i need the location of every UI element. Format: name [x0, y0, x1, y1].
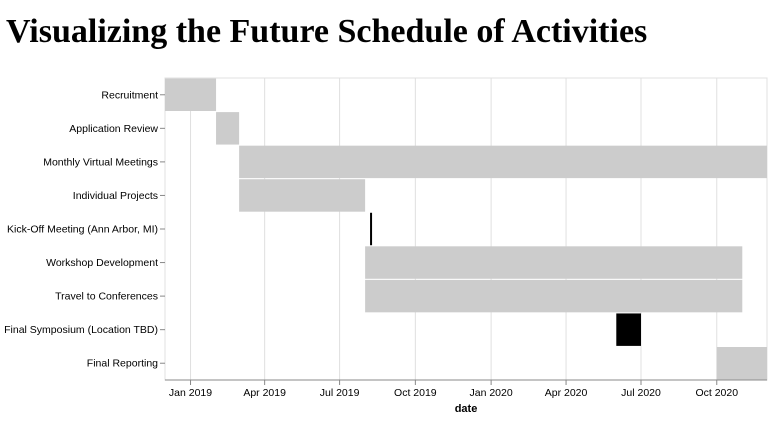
- task-label: Application Review: [69, 123, 158, 135]
- task-bar: [716, 346, 767, 380]
- x-tick-label: Jul 2020: [621, 387, 661, 399]
- x-tick-label: Jul 2019: [320, 387, 360, 399]
- x-axis-title: date: [455, 403, 478, 415]
- task-bar: [239, 179, 366, 212]
- task-bar: [365, 246, 743, 279]
- task-label: Individual Projects: [73, 190, 158, 202]
- task-label: Final Reporting: [87, 358, 158, 370]
- x-tick-label: Oct 2019: [394, 387, 437, 399]
- task-label: Kick-Off Meeting (Ann Arbor, MI): [7, 224, 158, 236]
- x-tick-label: Apr 2019: [243, 387, 286, 399]
- task-bar: [165, 78, 217, 112]
- task-label: Workshop Development: [46, 257, 158, 269]
- task-label: Travel to Conferences: [55, 291, 158, 303]
- task-bar: [616, 313, 641, 346]
- task-bar: [365, 279, 743, 313]
- task-label: Final Symposium (Location TBD): [4, 324, 158, 336]
- chart-title: Visualizing the Future Schedule of Activ…: [6, 13, 648, 50]
- task-bar: [216, 112, 240, 145]
- task-bar: [239, 145, 767, 179]
- x-tick-label: Jan 2020: [470, 387, 513, 399]
- x-tick-label: Oct 2020: [695, 387, 738, 399]
- x-tick-label: Apr 2020: [545, 387, 588, 399]
- task-bar: [370, 212, 373, 246]
- task-label: Monthly Virtual Meetings: [43, 156, 158, 168]
- plot-frame: [164, 77, 768, 381]
- x-tick-label: Jan 2019: [169, 387, 212, 399]
- task-label: Recruitment: [101, 89, 158, 101]
